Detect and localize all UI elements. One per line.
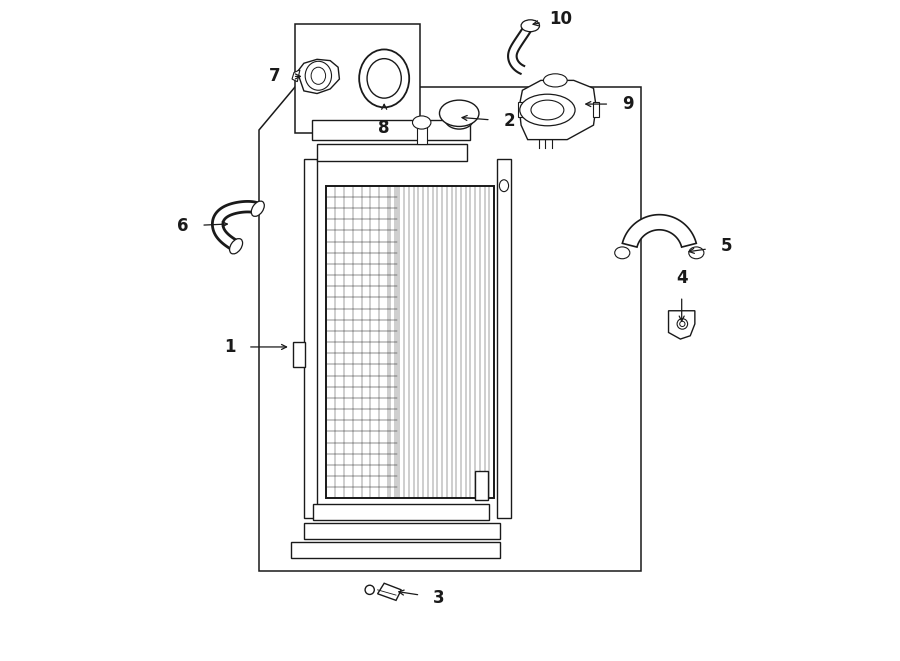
Polygon shape <box>378 583 401 600</box>
Polygon shape <box>526 20 535 24</box>
Bar <box>327 186 494 498</box>
Bar <box>518 102 525 116</box>
Ellipse shape <box>445 108 473 129</box>
Ellipse shape <box>439 100 479 126</box>
Ellipse shape <box>615 247 630 258</box>
Bar <box>475 471 488 500</box>
Polygon shape <box>292 70 300 82</box>
Ellipse shape <box>359 50 410 107</box>
Bar <box>313 504 490 520</box>
Ellipse shape <box>367 59 401 98</box>
Bar <box>304 159 317 518</box>
Ellipse shape <box>521 20 539 32</box>
Bar <box>593 102 598 116</box>
Ellipse shape <box>520 95 575 126</box>
Ellipse shape <box>251 201 265 216</box>
Ellipse shape <box>677 319 688 329</box>
Ellipse shape <box>500 180 508 192</box>
Text: 9: 9 <box>622 95 634 113</box>
Text: 5: 5 <box>721 237 732 255</box>
Text: 6: 6 <box>177 217 188 235</box>
Text: 3: 3 <box>433 589 445 607</box>
Ellipse shape <box>688 247 704 258</box>
Ellipse shape <box>365 585 374 594</box>
Bar <box>311 120 470 139</box>
Ellipse shape <box>305 61 331 91</box>
Bar <box>295 24 420 133</box>
Text: 4: 4 <box>676 269 688 287</box>
Text: 10: 10 <box>549 10 572 28</box>
Bar <box>498 159 510 518</box>
Ellipse shape <box>544 74 567 87</box>
Polygon shape <box>259 87 641 570</box>
Bar <box>304 524 500 539</box>
Text: 2: 2 <box>503 112 515 130</box>
Polygon shape <box>669 311 695 339</box>
Ellipse shape <box>230 239 243 254</box>
Ellipse shape <box>311 67 326 85</box>
Ellipse shape <box>412 116 431 129</box>
Ellipse shape <box>680 321 685 327</box>
Bar <box>317 144 467 161</box>
Polygon shape <box>297 59 339 94</box>
Bar <box>417 124 427 144</box>
Ellipse shape <box>531 100 564 120</box>
Polygon shape <box>519 81 596 139</box>
Text: 8: 8 <box>378 120 390 137</box>
Polygon shape <box>622 215 697 247</box>
Text: 7: 7 <box>268 67 280 85</box>
Text: 1: 1 <box>224 338 235 356</box>
Bar <box>291 542 500 559</box>
Polygon shape <box>446 108 455 113</box>
Bar <box>293 342 304 367</box>
